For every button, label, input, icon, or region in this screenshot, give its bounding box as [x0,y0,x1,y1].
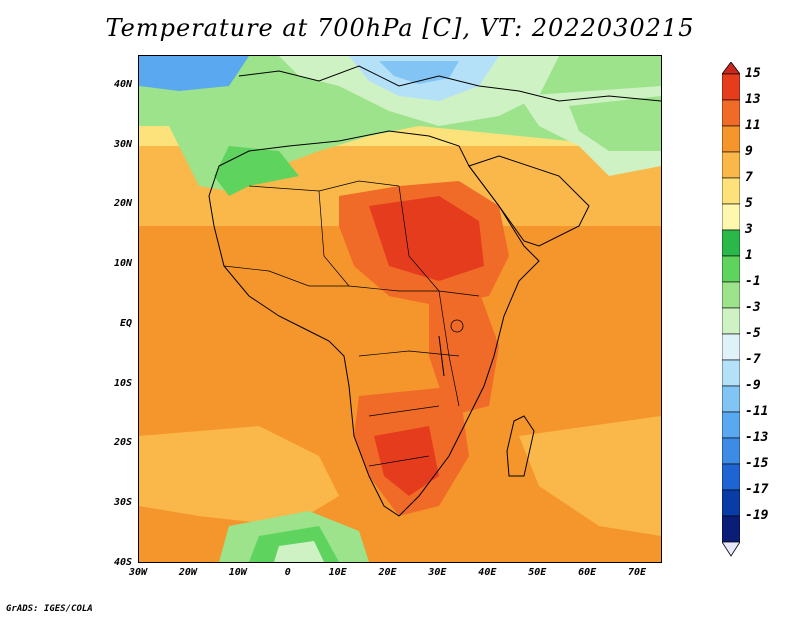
madagascar-coastline [506,415,535,477]
colorbar-label: 15 [745,66,761,81]
colorbar-bottom-arrow [722,541,740,557]
africa-coastline [208,130,540,517]
east-africa-hot [429,291,499,416]
south-light-core [274,541,324,562]
northwest-blue-field [139,56,249,91]
colorbar-label: 1 [745,248,753,263]
lat-tick-label: 40S [113,557,132,568]
colorbar-top-arrow [722,62,740,75]
colorbar-label: -19 [745,508,769,523]
lon-tick-label: 50E [528,567,547,578]
colorbar-label: -11 [745,404,769,419]
colorbar-label: -1 [745,274,761,289]
lon-tick-label: 20E [378,567,397,578]
lake-victoria [450,319,464,333]
sahel-hottest-core [369,196,484,281]
lon-tick-label: 20W [178,567,197,578]
colorbar-label: 7 [745,170,753,185]
lat-tick-label: 30S [113,497,132,509]
lat-tick-label: EQ [119,317,132,329]
colorbar-swatch [722,151,740,179]
colorbar-label: 13 [745,92,761,107]
lon-tick-label: 0 [284,567,291,578]
colorbar-swatch [722,515,740,543]
arabia-coastline [468,155,590,247]
country-borders [223,180,480,467]
colorbar-label: -3 [745,300,761,315]
colorbar-label: -9 [745,378,761,393]
lon-tick-label: 30W [128,567,148,578]
europe-coastline [238,65,661,102]
colorbar-label: 11 [745,118,761,133]
grads-credit: GrADS: IGES/COLA [6,604,93,614]
lon-tick-label: 30E [428,567,447,578]
colorbar-swatch [722,73,740,101]
colorbar-swatch [722,307,740,335]
colorbar [722,62,740,557]
colorbar-label: -13 [745,430,769,445]
lat-tick-label: 40N [113,78,132,90]
colorbar-label: 9 [745,144,753,159]
southern-africa-hottest [374,426,439,496]
north-cold-core-inner [379,61,459,84]
colorbar-label: 5 [745,196,753,211]
map-panel [138,55,662,563]
lon-tick-label: 60E [578,567,597,578]
colorbar-swatch [722,229,740,257]
colorbar-swatch [722,255,740,283]
north-green-strip [214,146,299,196]
northeast-green-field [569,96,661,151]
colorbar-swatch [722,489,740,517]
colorbar-swatch [722,463,740,491]
lon-tick-label: 40E [478,567,497,578]
lon-tick-label: 10E [328,567,347,578]
colorbar-swatch [722,177,740,205]
colorbar-swatch [722,125,740,153]
temperature-map [139,56,661,562]
lat-tick-label: 10S [113,377,132,389]
colorbar-label: 3 [745,222,753,237]
lake-tanganyika [438,335,445,377]
south-indian-patch [519,416,661,536]
colorbar-swatch [722,411,740,439]
lon-tick-label: 10W [228,567,247,578]
colorbar-swatch [722,437,740,465]
chart-title: Temperature at 700hPa [C], VT: 202203021… [105,14,695,42]
lat-tick-label: 20N [113,198,132,210]
colorbar-swatch [722,99,740,127]
colorbar-swatch [722,281,740,309]
lat-tick-label: 30N [113,138,132,150]
colorbar-label: -17 [745,482,769,497]
lon-tick-label: 70E [628,567,647,578]
colorbar-swatch [722,385,740,413]
lat-tick-label: 10N [113,258,132,270]
lat-tick-label: 20S [113,437,132,449]
colorbar-swatch [722,333,740,361]
colorbar-swatch [722,359,740,387]
colorbar-label: -5 [745,326,761,341]
colorbar-swatch [722,203,740,231]
colorbar-label: -7 [745,352,761,367]
south-atlantic-patch [139,426,339,526]
colorbar-label: -15 [745,456,769,471]
